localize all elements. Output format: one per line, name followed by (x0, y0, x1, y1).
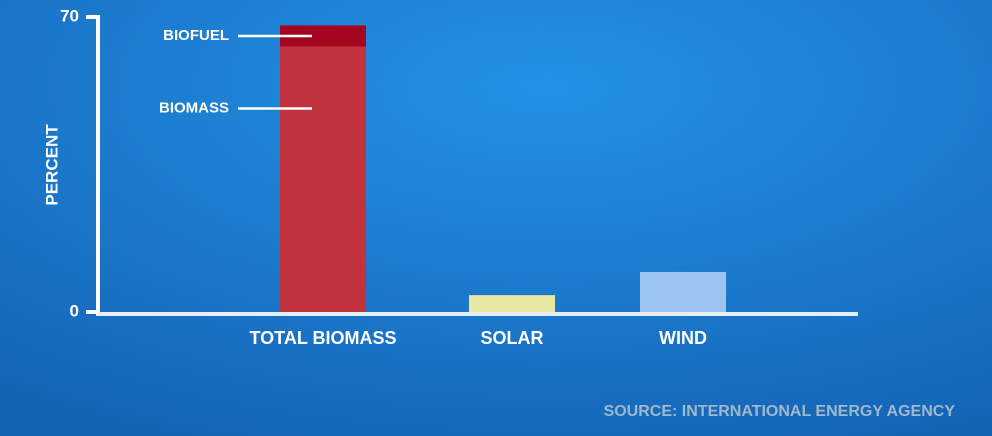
x-tick-label: WIND (659, 328, 707, 348)
y-tick-label: 70 (60, 6, 79, 25)
segment-label: BIOFUEL (163, 27, 229, 44)
source: SOURCE: INTERNATIONAL ENERGY AGENCY (604, 403, 956, 420)
x-tick-label: TOTAL BIOMASS (249, 328, 396, 348)
y-axis-label: PERCENT (42, 124, 61, 206)
segment-label: BIOMASS (159, 99, 229, 116)
bar (280, 46, 366, 312)
y-tick-label: 0 (70, 301, 79, 320)
bar (469, 295, 555, 312)
bar (640, 271, 726, 312)
bar (280, 25, 366, 47)
x-tick-label: SOLAR (481, 328, 544, 348)
